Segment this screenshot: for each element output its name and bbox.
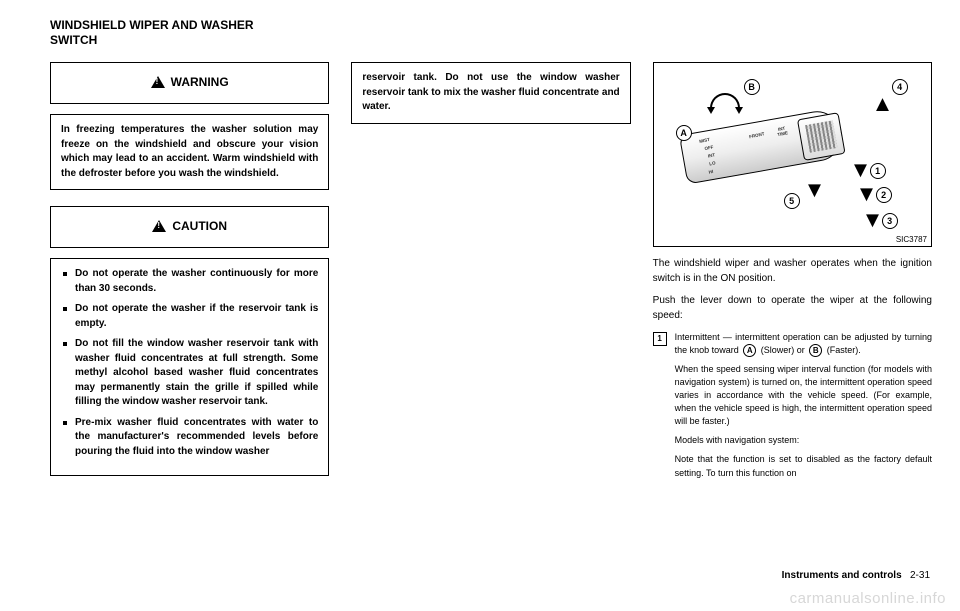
column-2: reservoir tank. Do not use the window wa…: [351, 62, 630, 486]
arrow-down-2: ▼: [856, 183, 878, 205]
wiper-stalk: MIST OFF INT LO HI FRONT INT TIME: [679, 107, 845, 184]
curved-arrow-b: [710, 93, 740, 111]
caution-icon: [152, 220, 166, 232]
body-paragraph-2: Push the lever down to operate the wiper…: [653, 294, 932, 323]
body-paragraph-1: The windshield wiper and washer operates…: [653, 257, 932, 286]
diagram-code: SIC3787: [896, 235, 927, 244]
arrow-down-1: ▼: [850, 159, 872, 181]
arrow-down-3: ▼: [862, 209, 884, 231]
caution-continuation-box: reservoir tank. Do not use the window wa…: [351, 62, 630, 124]
warning-heading-text: WARNING: [171, 75, 229, 89]
stalk-label-front: FRONT: [748, 131, 764, 139]
speed-item-1: 1 Intermittent — intermittent operation …: [653, 331, 932, 357]
wiper-diagram: MIST OFF INT LO HI FRONT INT TIME A B 4 …: [653, 62, 932, 247]
caution-body-box: Do not operate the washer continuously f…: [50, 258, 329, 476]
item-1-post: (Faster).: [827, 345, 861, 355]
title-line-2: SWITCH: [50, 33, 97, 47]
marker-5: 5: [784, 193, 800, 209]
caution-bullet: Do not operate the washer continuously f…: [61, 267, 318, 296]
inline-marker-a: A: [743, 344, 756, 357]
page-title: WINDSHIELD WIPER AND WASHER SWITCH: [50, 18, 932, 48]
caution-bullet: Pre-mix washer fluid concentrates with w…: [61, 416, 318, 460]
stalk-label-hi: HI: [708, 169, 713, 175]
caution-bullet: Do not fill the window washer reservoir …: [61, 337, 318, 410]
warning-heading: WARNING: [61, 71, 318, 95]
warning-icon: [151, 76, 165, 88]
caution-heading: CAUTION: [61, 215, 318, 239]
arrow-up-4: ▲: [872, 93, 894, 115]
stalk-label-inttime: INT TIME: [775, 125, 788, 137]
caution-bullet: Do not operate the washer if the reservo…: [61, 302, 318, 331]
marker-a: A: [676, 125, 692, 141]
marker-3: 3: [882, 213, 898, 229]
stalk-label-int: INT: [707, 152, 715, 158]
warning-box: WARNING: [50, 62, 329, 104]
marker-1: 1: [870, 163, 886, 179]
footer-section: Instruments and controls: [782, 570, 902, 581]
item-1-sub-b: When the speed sensing wiper interval fu…: [653, 363, 932, 428]
caution-box: CAUTION: [50, 206, 329, 248]
knob-ridges: [805, 120, 837, 152]
item-1-mid: (Slower) or: [761, 345, 805, 355]
column-1: WARNING In freezing temperatures the was…: [50, 62, 329, 486]
caution-heading-text: CAUTION: [172, 219, 227, 233]
item-number-1: 1: [653, 332, 667, 346]
item-1-sub-d: Note that the function is set to disable…: [653, 453, 932, 479]
marker-4: 4: [892, 79, 908, 95]
stalk-label-off: OFF: [704, 144, 714, 151]
footer-page: 2-31: [910, 570, 930, 581]
item-1-text: Intermittent — intermittent operation ca…: [675, 331, 932, 357]
caution-bullets: Do not operate the washer continuously f…: [61, 267, 318, 459]
marker-2: 2: [876, 187, 892, 203]
page-footer: Instruments and controls 2-31: [782, 570, 930, 581]
caution-continuation: reservoir tank. Do not use the window wa…: [362, 71, 619, 115]
stalk-label-lo: LO: [708, 160, 715, 166]
marker-b: B: [744, 79, 760, 95]
column-3: MIST OFF INT LO HI FRONT INT TIME A B 4 …: [653, 62, 932, 486]
warning-body: In freezing temperatures the washer solu…: [61, 123, 318, 181]
warning-body-box: In freezing temperatures the washer solu…: [50, 114, 329, 190]
arrow-down-5: ▼: [804, 179, 826, 201]
stalk-label-mist: MIST: [698, 137, 710, 144]
title-line-1: WINDSHIELD WIPER AND WASHER: [50, 18, 254, 32]
inline-marker-b: B: [809, 344, 822, 357]
watermark: carmanualsonline.info: [790, 590, 946, 607]
item-1-sub-c: Models with navigation system:: [653, 434, 932, 447]
stalk-knob: [797, 112, 846, 161]
content-columns: WARNING In freezing temperatures the was…: [50, 62, 932, 486]
